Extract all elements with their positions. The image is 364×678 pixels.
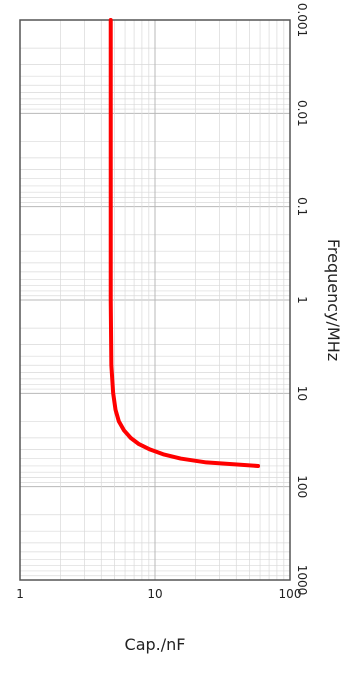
y-tick-label: 1	[16, 587, 24, 601]
x-tick-label: 10	[295, 386, 309, 401]
grid	[19, 19, 290, 580]
x-tick-label: 0.01	[295, 100, 309, 127]
y-tick-labels: 1 10 100	[16, 587, 301, 601]
x-axis-title: Frequency/MHz	[324, 239, 343, 361]
y-tick-label: 100	[279, 587, 302, 601]
x-tick-label: 1000	[295, 565, 309, 596]
y-axis-title: Cap./nF	[125, 635, 186, 654]
x-tick-label: 0.1	[295, 197, 309, 216]
x-tick-label: 1	[295, 296, 309, 304]
plot-frame	[19, 19, 291, 581]
x-tick-labels: 0.001 0.01 0.1 1 10 100 1000	[295, 3, 309, 595]
capacitance-series-line	[108, 18, 261, 468]
y-tick-label: 10	[147, 587, 162, 601]
x-tick-label: 100	[295, 475, 309, 498]
x-tick-label: 0.001	[295, 3, 309, 37]
series-layer	[108, 18, 261, 468]
